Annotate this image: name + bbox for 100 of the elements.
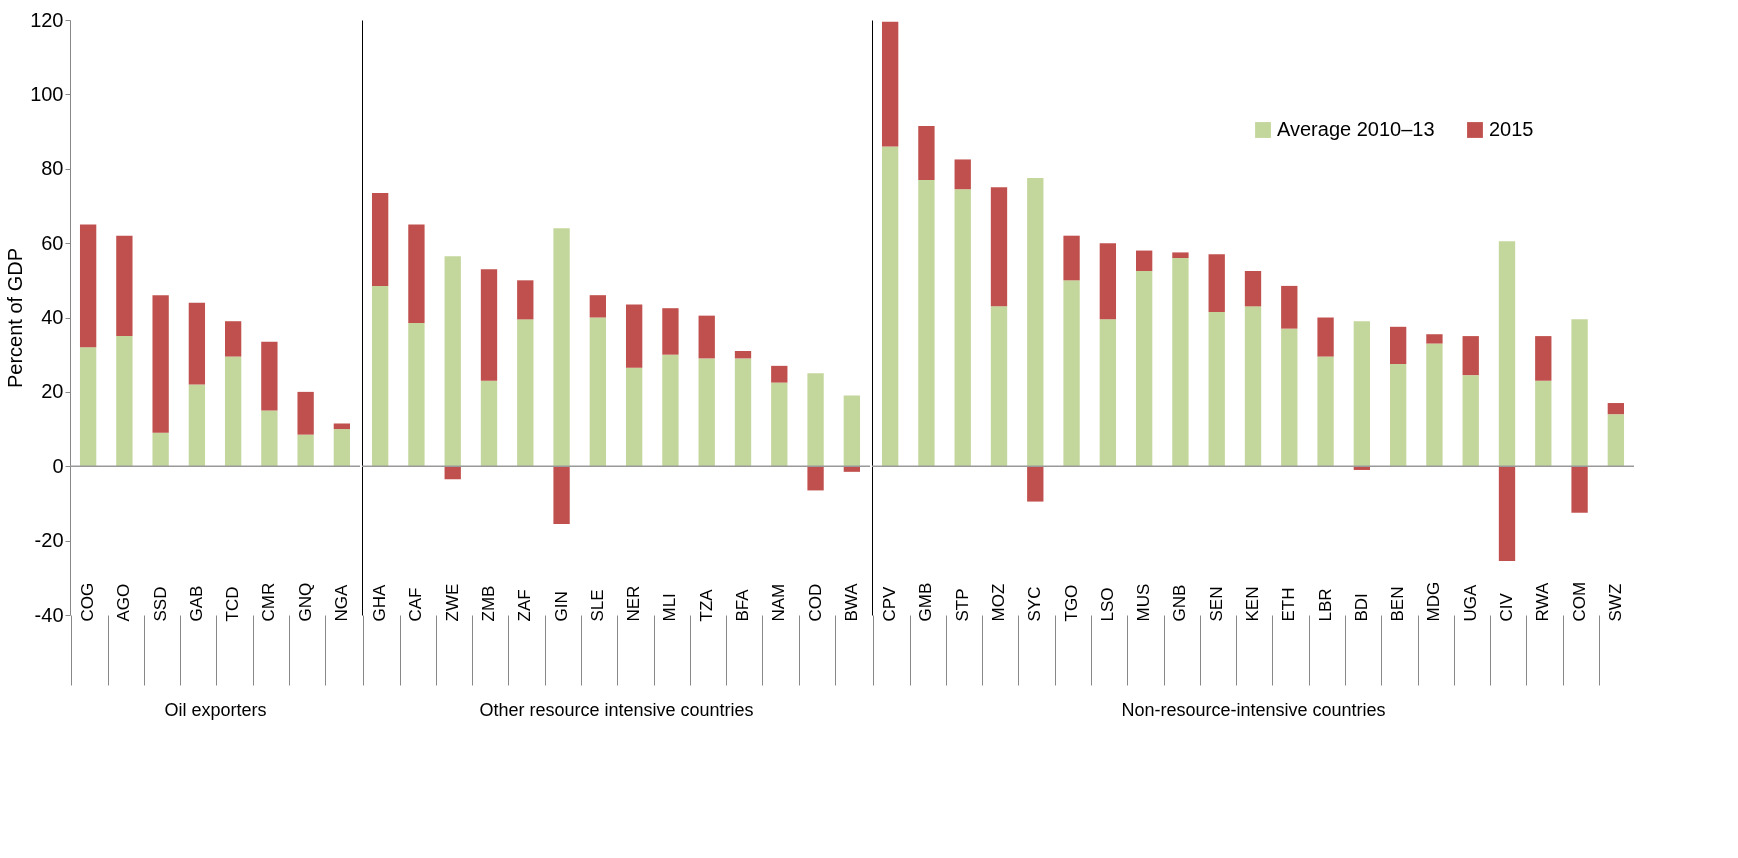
x-axis-title: Other resource intensive countries <box>479 700 754 720</box>
bar <box>1462 375 1479 467</box>
x-tick-label: SYC <box>1025 586 1045 622</box>
bar <box>1172 252 1189 258</box>
bar <box>480 380 498 467</box>
x-tick-label: GNB <box>1170 584 1190 622</box>
x-tick-label: CMR <box>259 582 279 622</box>
bar <box>843 395 861 467</box>
bar <box>918 179 935 467</box>
x-tick-label: SEN <box>1206 586 1226 622</box>
x-tick-label: STP <box>952 588 972 622</box>
bar <box>1172 258 1189 467</box>
x-tick-label: AGO <box>114 583 134 622</box>
bar <box>662 308 679 355</box>
bar <box>517 319 534 467</box>
bar <box>771 365 788 383</box>
bar <box>1426 334 1443 344</box>
x-tick-label: SLE <box>587 589 607 622</box>
legend-label: 2015 <box>1489 118 1534 140</box>
x-tick-label: BWA <box>841 582 861 622</box>
bar <box>371 285 389 467</box>
bar <box>444 466 461 480</box>
bar <box>79 347 97 467</box>
bar <box>1498 241 1516 467</box>
x-tick-label: SWZ <box>1605 583 1625 622</box>
x-tick-label: GMB <box>916 582 936 622</box>
x-tick-label: RWA <box>1533 582 1553 622</box>
bar <box>1353 321 1371 467</box>
bar <box>444 256 461 467</box>
y-tick-label: 100 <box>30 82 64 105</box>
x-tick-label: LSO <box>1097 587 1117 622</box>
x-tick-label: NER <box>624 585 644 622</box>
bar <box>297 434 314 467</box>
bar <box>371 192 389 286</box>
bar <box>1244 271 1262 307</box>
y-axis-title: Percent of GDP <box>4 247 27 389</box>
x-tick-label: GAB <box>186 585 206 622</box>
x-tick-label: MOZ <box>989 583 1008 622</box>
bar <box>734 350 752 359</box>
bar <box>589 295 607 318</box>
bar <box>1389 326 1407 364</box>
x-tick-label: ETH <box>1279 587 1299 622</box>
y-tick-label: 20 <box>41 380 64 403</box>
bar <box>1317 356 1334 467</box>
bar <box>408 323 425 467</box>
x-tick-label: GNQ <box>295 582 315 622</box>
bar <box>807 466 824 491</box>
y-tick-label: 80 <box>41 157 64 180</box>
bar <box>224 356 242 467</box>
x-axis-title: Oil exporters <box>164 700 267 720</box>
bar <box>224 321 242 357</box>
bar <box>807 373 824 467</box>
bar <box>152 295 169 433</box>
bar <box>1571 466 1588 513</box>
bar <box>1462 336 1479 376</box>
x-tick-label: COD <box>805 583 825 622</box>
bar <box>698 315 715 359</box>
bar <box>881 146 899 467</box>
x-tick-label: MUS <box>1134 583 1154 622</box>
bar <box>1281 328 1298 467</box>
bar <box>517 280 534 320</box>
bar <box>408 224 425 324</box>
bar <box>698 358 715 467</box>
bar <box>116 235 133 337</box>
x-tick-label: MDG <box>1424 581 1444 622</box>
bar <box>1208 311 1225 467</box>
x-tick-label: BEN <box>1388 586 1408 622</box>
x-tick-label: UGA <box>1460 584 1480 622</box>
bar <box>954 159 971 190</box>
bar <box>261 410 278 467</box>
bar <box>152 432 169 467</box>
bar <box>954 189 971 467</box>
bar <box>1607 403 1625 415</box>
x-tick-label: CIV <box>1497 592 1516 622</box>
x-tick-label: CPV <box>880 585 900 622</box>
bar <box>261 341 278 411</box>
bar <box>881 21 899 147</box>
bar <box>918 125 935 180</box>
bar <box>734 358 752 467</box>
x-tick-label: SSD <box>150 586 170 622</box>
y-tick-label: 0 <box>52 454 64 477</box>
bar <box>1389 363 1407 467</box>
x-tick-label: KEN <box>1243 586 1262 622</box>
y-tick-label: 60 <box>41 231 64 254</box>
bar <box>1099 243 1117 320</box>
y-tick-label: -40 <box>34 603 64 626</box>
bar <box>1281 285 1298 329</box>
bar <box>1571 319 1588 467</box>
legend-label: Average 2010–13 <box>1277 118 1435 140</box>
bar <box>990 187 1008 307</box>
bar <box>333 429 351 467</box>
x-tick-label: LBR <box>1315 588 1335 622</box>
x-axis-title: Non-resource-intensive countries <box>1121 700 1386 720</box>
x-tick-label: TZA <box>696 588 716 622</box>
bar <box>553 228 570 467</box>
x-tick-label: NGA <box>331 584 351 622</box>
x-tick-label: NAM <box>769 583 789 622</box>
bar <box>1244 306 1262 467</box>
bar <box>1317 317 1334 357</box>
bar <box>1535 380 1552 467</box>
